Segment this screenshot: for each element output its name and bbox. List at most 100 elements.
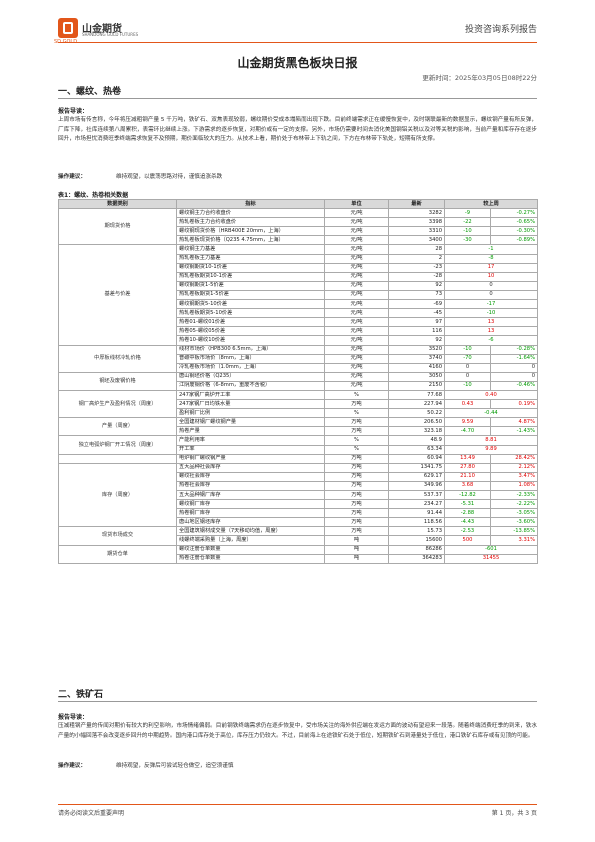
table-cell: 热轧卷板现货价格（Q235 4.75mm，上海） bbox=[176, 235, 325, 246]
table-header-cell: 最新 bbox=[388, 198, 445, 210]
report-series: 投资咨询系列报告 bbox=[464, 25, 537, 35]
table-cell: 万吨 bbox=[324, 489, 389, 501]
table-row: 普碳中板市场价（8mm，上海） 元/吨 3740 -70 -1.64% bbox=[59, 353, 539, 364]
table-cell: 3.31% bbox=[489, 535, 539, 546]
table-row: 螺纹钢期货5-10价差 元/吨 -69 -17 bbox=[59, 299, 539, 310]
table-cell: 热轧卷板主力合约收盘价 bbox=[176, 217, 325, 228]
table-cell: -17 bbox=[443, 299, 539, 310]
table-cell: 元/吨 bbox=[324, 244, 389, 255]
table-cell: 3740 bbox=[388, 353, 445, 364]
table-cell: 螺纹注册仓单数量 bbox=[176, 544, 325, 555]
table-cell: 全国建材钢厂螺纹钢产量 bbox=[176, 417, 325, 428]
table-cell: 91.44 bbox=[388, 508, 445, 519]
table-cell: 元/吨 bbox=[324, 326, 389, 337]
table-cell: 0.19% bbox=[489, 399, 539, 410]
table-cell: -1 bbox=[443, 244, 539, 255]
table-cell: 92 bbox=[388, 335, 445, 346]
table-row: 开工率% 63.34 9.89 bbox=[59, 444, 539, 455]
table-cell: 万吨 bbox=[324, 453, 389, 464]
table-cell: -6 bbox=[443, 335, 539, 346]
table-cell: 螺纹钢期货5-10价差 bbox=[176, 299, 325, 310]
table-cell: 9.59 bbox=[444, 417, 491, 428]
table-cell: 1.08% bbox=[489, 480, 539, 492]
table-cell: 48.9 bbox=[388, 435, 445, 446]
table-row: 螺纹钢厂库存 万吨 234.27 -5.31 -2.22% bbox=[59, 499, 539, 510]
table-cell: 万吨 bbox=[324, 499, 389, 510]
table-cell: -0.27% bbox=[489, 208, 539, 219]
table-row: 247家钢厂日均铁水量 万吨 227.94 0.43 0.19% bbox=[59, 399, 539, 410]
table-cell: 螺纹钢主力基差 bbox=[176, 244, 325, 255]
table-cell: 元/吨 bbox=[324, 208, 389, 219]
table-cell: 13 bbox=[443, 326, 539, 337]
table-cell: -0.30% bbox=[489, 226, 539, 237]
section1-divider bbox=[58, 98, 537, 99]
table-cell: -2.33% bbox=[489, 489, 539, 501]
table-cell: 0 bbox=[443, 280, 539, 291]
table-cell: -22 bbox=[444, 217, 491, 228]
table-cell: 元/吨 bbox=[324, 317, 389, 328]
table-cell: 323.18 bbox=[388, 426, 445, 437]
table-cell: 元/吨 bbox=[324, 371, 389, 382]
table-cell: 万吨 bbox=[324, 471, 389, 482]
section2-guide-label: 报告导读： bbox=[58, 714, 89, 721]
table-cell: 万吨 bbox=[324, 399, 389, 410]
table-cell: 3.68 bbox=[444, 480, 491, 492]
table-cell: 92 bbox=[388, 280, 445, 291]
table-cell: 热卷产量 bbox=[176, 426, 325, 437]
footer-disclaimer: 请务必阅读文后重要声明 bbox=[58, 810, 125, 817]
table-cell: 364283 bbox=[388, 553, 445, 564]
section1-ops-label: 操作建议： bbox=[58, 174, 86, 180]
table-cell: 五大品种社会库存 bbox=[176, 462, 325, 473]
table-cell: 螺纹钢主力合约收盘价 bbox=[176, 208, 325, 219]
page-number: 第 1 页，共 3 页 bbox=[491, 810, 537, 817]
table-cell: -3.05% bbox=[489, 508, 539, 519]
table-cell: 0 bbox=[444, 362, 491, 373]
table-cell: 热轧卷板期货5-10价差 bbox=[176, 308, 325, 319]
table-cell: -23 bbox=[388, 262, 445, 273]
table-row: 盈利钢厂比例% 50.22 -0.44 bbox=[59, 408, 539, 419]
table-cell: 227.94 bbox=[388, 399, 445, 410]
table-cell: 3400 bbox=[388, 235, 445, 246]
table-category-cell: 库存（周度） bbox=[58, 462, 177, 528]
table-cell: 螺纹钢厂库存 bbox=[176, 499, 325, 510]
table-cell: 普碳中板市场价（8mm，上海） bbox=[176, 353, 325, 364]
table-cell: -5.31 bbox=[444, 499, 491, 510]
table-row: 螺纹钢期货1-5价差 元/吨 92 0 bbox=[59, 280, 539, 291]
table-row: 冷轧卷板市场价（1.0mm，上海） 元/吨 4160 0 0 bbox=[59, 362, 539, 373]
table-row: 螺纹钢期货10-1价差 元/吨 -23 17 bbox=[59, 262, 539, 273]
table-cell: 电炉钢厂螺纹钢产量 bbox=[176, 453, 325, 464]
table-cell: 3050 bbox=[388, 371, 445, 382]
page-header: 山金期货 SHANDONG GOLD FUTURES SD GOLD 投资咨询系… bbox=[0, 0, 595, 45]
table-cell: -0.89% bbox=[489, 235, 539, 246]
table-cell: 247家钢厂日均铁水量 bbox=[176, 399, 325, 410]
table-category-cell: 钢坯及废钢价格 bbox=[58, 371, 177, 391]
logo-mark-icon bbox=[58, 18, 78, 38]
section1-guide-label: 报告导读： bbox=[58, 108, 89, 115]
table-cell: -10 bbox=[444, 344, 491, 355]
table-cell: 15600 bbox=[388, 535, 445, 546]
table-row: 五大品种钢厂库存 万吨 537.37 -12.82 -2.33% bbox=[59, 489, 539, 501]
table-category-cell: 基差与价差 bbox=[58, 244, 177, 346]
table-cell: 63.34 bbox=[388, 444, 445, 455]
table-cell: 线螺终端采购量（上海，周度） bbox=[176, 535, 325, 546]
table-header-cell: 较上周 bbox=[443, 198, 539, 210]
table-row: 基差与价差 螺纹钢主力基差 元/吨 28 -1 bbox=[58, 244, 539, 346]
table-cell: 冷轧卷板市场价（1.0mm，上海） bbox=[176, 362, 325, 373]
table-cell: 元/吨 bbox=[324, 362, 389, 373]
section2-guide-text: 压减粗钢产量的传闻对期价有较大的利空影响，市场情绪偏弱。目前钢铁终端需求仍在逐步… bbox=[58, 723, 537, 739]
table-cell: 螺纹钢期货1-5价差 bbox=[176, 280, 325, 291]
table-cell: 60.94 bbox=[388, 453, 445, 464]
table-row: 螺纹社会库存 万吨 629.17 21.10 3.47% bbox=[59, 471, 539, 482]
table-cell: 热卷注册仓单数量 bbox=[176, 553, 325, 564]
table-cell: 13 bbox=[443, 317, 539, 328]
table-category-cell: 产量（周度） bbox=[58, 417, 177, 437]
table-cell: 3282 bbox=[388, 208, 445, 219]
table-cell: 万吨 bbox=[324, 526, 389, 537]
logo-cn: 山金期货 bbox=[82, 24, 122, 35]
table-cell: 28 bbox=[388, 244, 445, 255]
table-cell: -1.64% bbox=[489, 353, 539, 364]
table-category-cell: 期现货价格 bbox=[58, 208, 177, 246]
table-cell: 热卷05-螺纹05价差 bbox=[176, 326, 325, 337]
table-cell: 27.80 bbox=[444, 462, 491, 473]
table-cell: 万吨 bbox=[324, 517, 389, 528]
